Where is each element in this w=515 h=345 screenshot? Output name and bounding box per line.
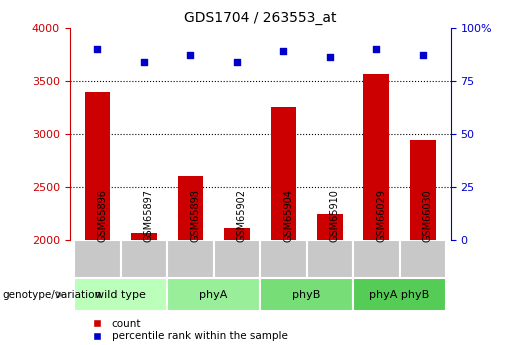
Bar <box>84 92 110 345</box>
Bar <box>353 240 400 278</box>
Text: GSM65896: GSM65896 <box>97 189 108 241</box>
Text: genotype/variation: genotype/variation <box>3 290 101 300</box>
Bar <box>270 107 296 345</box>
Bar <box>353 278 446 311</box>
Text: GSM65904: GSM65904 <box>283 189 294 241</box>
Bar <box>317 214 342 345</box>
Point <box>93 46 101 51</box>
Text: GSM66030: GSM66030 <box>423 189 433 241</box>
Bar <box>410 140 436 345</box>
Point <box>325 55 334 60</box>
Bar <box>74 240 121 278</box>
Bar <box>224 228 250 345</box>
Text: GSM65898: GSM65898 <box>191 189 200 241</box>
Bar <box>167 240 214 278</box>
Text: phyA: phyA <box>199 290 228 300</box>
Bar <box>364 74 389 345</box>
Legend: count, percentile rank within the sample: count, percentile rank within the sample <box>82 315 291 345</box>
Bar <box>260 240 306 278</box>
Bar <box>131 233 157 345</box>
Point <box>419 52 427 58</box>
Point <box>279 48 287 54</box>
Text: phyA phyB: phyA phyB <box>369 290 430 300</box>
Point <box>372 46 381 51</box>
Text: GSM66029: GSM66029 <box>376 189 386 241</box>
Bar <box>121 240 167 278</box>
Text: GSM65897: GSM65897 <box>144 189 154 241</box>
Text: wild type: wild type <box>95 290 146 300</box>
Text: GSM65910: GSM65910 <box>330 189 340 241</box>
Bar <box>178 176 203 345</box>
Text: phyB: phyB <box>293 290 321 300</box>
Title: GDS1704 / 263553_at: GDS1704 / 263553_at <box>184 11 336 25</box>
Point <box>140 59 148 64</box>
Point <box>233 59 241 64</box>
Bar <box>214 240 260 278</box>
Point <box>186 52 195 58</box>
Bar <box>167 278 260 311</box>
Bar <box>260 278 353 311</box>
Bar <box>306 240 353 278</box>
Text: GSM65902: GSM65902 <box>237 189 247 241</box>
Bar <box>74 278 167 311</box>
Bar <box>400 240 446 278</box>
